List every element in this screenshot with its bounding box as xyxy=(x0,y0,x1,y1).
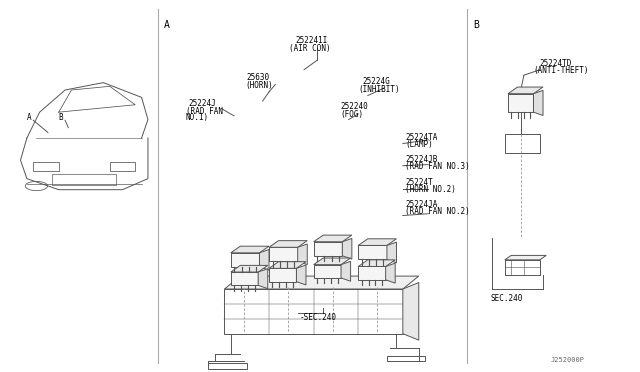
Bar xyxy=(33,162,59,171)
Polygon shape xyxy=(269,241,307,247)
Bar xyxy=(505,134,540,153)
Polygon shape xyxy=(505,256,546,260)
Polygon shape xyxy=(534,90,543,115)
Bar xyxy=(52,174,116,185)
Text: SEC.240: SEC.240 xyxy=(490,294,522,303)
Polygon shape xyxy=(258,269,268,289)
Text: 25224G: 25224G xyxy=(363,77,390,86)
Text: (RAD FAN: (RAD FAN xyxy=(186,106,223,116)
Polygon shape xyxy=(269,268,296,282)
Text: J252000P: J252000P xyxy=(550,357,585,363)
Bar xyxy=(225,289,403,334)
Polygon shape xyxy=(269,247,298,261)
Text: 25224TD: 25224TD xyxy=(540,59,572,68)
Text: 25224TA: 25224TA xyxy=(405,133,438,142)
Polygon shape xyxy=(269,262,306,268)
Polygon shape xyxy=(231,253,259,267)
Text: 252240: 252240 xyxy=(340,102,368,111)
Polygon shape xyxy=(358,239,396,246)
Bar xyxy=(387,356,425,361)
Text: 25224JB: 25224JB xyxy=(405,155,438,164)
Text: (FOG): (FOG) xyxy=(340,109,364,119)
Polygon shape xyxy=(403,283,419,340)
Text: A: A xyxy=(164,20,170,31)
Polygon shape xyxy=(314,264,341,278)
Text: (HORN NO.2): (HORN NO.2) xyxy=(405,185,456,194)
Text: 25224JA: 25224JA xyxy=(405,200,438,209)
Bar xyxy=(505,260,540,275)
Text: NO.1): NO.1) xyxy=(186,113,209,122)
Polygon shape xyxy=(508,87,543,94)
Bar xyxy=(209,363,246,369)
Polygon shape xyxy=(259,250,269,270)
Polygon shape xyxy=(342,238,352,259)
Text: B: B xyxy=(59,113,63,122)
Polygon shape xyxy=(314,242,342,256)
Text: 252241I: 252241I xyxy=(296,36,328,45)
Polygon shape xyxy=(231,265,268,272)
Polygon shape xyxy=(314,258,351,264)
Text: 25224J: 25224J xyxy=(188,99,216,108)
Polygon shape xyxy=(296,265,306,285)
Polygon shape xyxy=(358,246,387,260)
Text: 25224T: 25224T xyxy=(405,178,433,187)
Text: 25630: 25630 xyxy=(246,73,270,81)
Text: (AIR CON): (AIR CON) xyxy=(289,44,331,53)
Text: A: A xyxy=(27,113,31,122)
Bar xyxy=(109,162,135,171)
Text: (RAD FAN NO.3): (RAD FAN NO.3) xyxy=(405,162,470,171)
Polygon shape xyxy=(358,260,395,266)
Text: -SEC.240: -SEC.240 xyxy=(300,312,337,321)
Polygon shape xyxy=(358,266,386,280)
Text: (RAD FAN NO.2): (RAD FAN NO.2) xyxy=(405,207,470,217)
Polygon shape xyxy=(508,94,534,112)
Text: (ANTI-THEFT): (ANTI-THEFT) xyxy=(534,66,589,75)
Text: B: B xyxy=(473,20,479,31)
Polygon shape xyxy=(231,246,269,253)
Polygon shape xyxy=(231,272,258,285)
Text: (LAMP): (LAMP) xyxy=(405,140,433,149)
Polygon shape xyxy=(386,263,395,283)
Text: (INHIBIT): (INHIBIT) xyxy=(358,85,400,94)
Polygon shape xyxy=(298,244,307,264)
Polygon shape xyxy=(387,242,396,263)
Polygon shape xyxy=(225,276,419,289)
Text: (HORN): (HORN) xyxy=(246,81,273,90)
Polygon shape xyxy=(314,235,352,242)
Polygon shape xyxy=(341,261,351,281)
